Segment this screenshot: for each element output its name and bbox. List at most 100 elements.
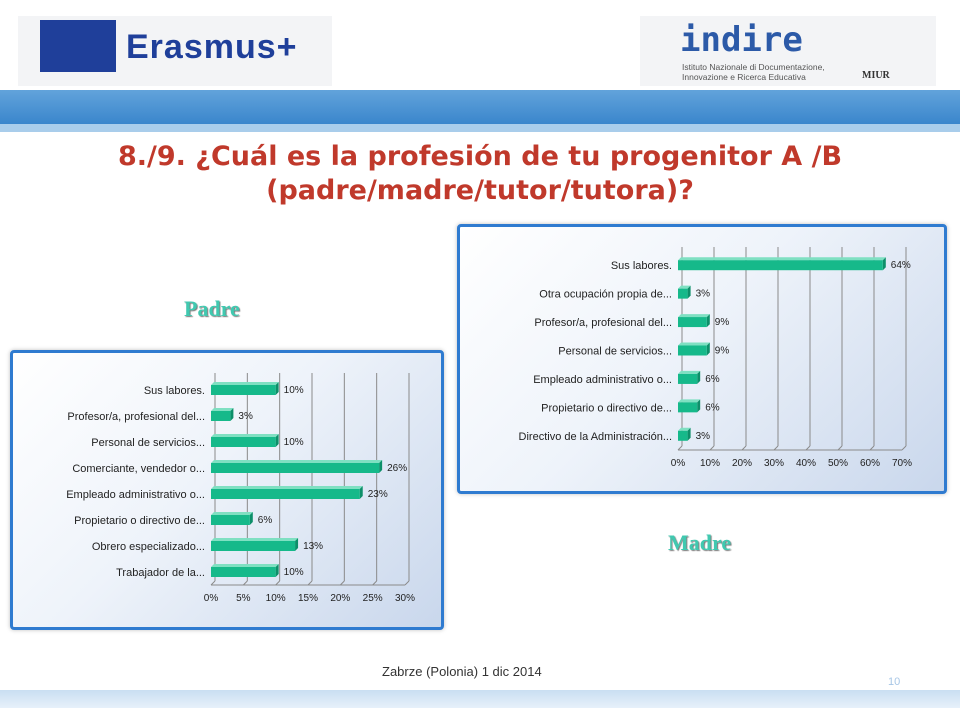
madre-category-label: Sus labores. [611,260,672,272]
madre-category-label: Otra ocupación propia de... [539,289,672,301]
padre-tick-label: 20% [330,593,350,604]
padre-bar [211,541,296,551]
erasmus-text: Erasmus+ [126,28,298,66]
madre-bar [678,430,688,441]
madre-bar [678,345,707,356]
padre-bar-side [359,486,363,499]
padre-bar-side [295,538,299,551]
padre-category-label: Personal de servicios... [91,437,205,449]
madre-bar [678,317,707,328]
madre-tick-label: 0% [671,458,686,469]
header-strip [0,124,960,132]
padre-category-label: Profesor/a, profesional del... [67,411,205,423]
madre-bar-side [706,314,710,328]
padre-chart: 0% 5% 10% 15% 20% 25% 30% Sus labores. 10% Profes… [10,350,444,630]
padre-bar-side [275,564,279,577]
madre-chart: 0% 10% 20% 30% 40% 50% 60% 70% Sus labores. 64% Ot… [457,224,947,494]
padre-bar-side [230,408,234,421]
padre-label: Padre [184,296,240,321]
padre-tick-label: 30% [395,593,415,604]
padre-grid-floor [210,580,216,586]
miur-text: MIUR [862,70,890,81]
padre-category-label: Empleado administrativo o... [66,489,205,501]
padre-bar-top [211,434,279,437]
indire-subtitle: Istituto Nazionale di Documentazione, In… [682,62,825,82]
madre-data-label: 6% [705,374,720,385]
madre-bar-top [678,342,710,346]
madre-tick-label: 20% [732,458,752,469]
slide-title: 8./9. ¿Cuál es la profesión de tu progen… [60,140,900,208]
madre-tick-label: 50% [828,458,848,469]
erasmus-logo: Erasmus+ [18,16,332,86]
madre-grid-floor [709,445,715,451]
padre-category-label: Comerciante, vendedor o... [72,463,205,475]
madre-bar-top [678,257,886,261]
madre-grid-floor [805,445,811,451]
padre-data-label: 10% [284,385,304,396]
madre-bar-side [697,399,701,413]
padre-data-label: 23% [368,489,388,500]
header-band [0,90,960,124]
title-line-2: (padre/madre/tutor/tutora)? [266,175,694,206]
madre-tick-label: 30% [764,458,784,469]
madre-category-label: Propietario o directivo de... [541,402,672,414]
padre-bar [211,567,276,577]
padre-data-label: 10% [284,567,304,578]
padre-bar-top [211,512,253,515]
madre-tick-label: 70% [892,458,912,469]
footer-band [0,690,960,708]
padre-bar-top [211,486,363,489]
padre-bar-top [211,382,279,385]
padre-grid-floor [242,580,248,586]
padre-tick-label: 10% [266,593,286,604]
madre-bar-side [697,370,701,384]
padre-grid-floor [307,580,313,586]
madre-tick-label: 60% [860,458,880,469]
padre-grid-floor [275,580,281,586]
madre-grid-floor [677,445,683,451]
padre-category-label: Sus labores. [144,385,205,397]
madre-grid-floor [837,445,843,451]
madre-bar-top [678,427,691,431]
eu-flag-icon [40,20,116,72]
padre-data-label: 6% [258,515,273,526]
madre-data-label: 6% [705,402,720,413]
madre-bar [678,260,883,271]
page-number: 10 [888,676,901,688]
madre-bar-side [687,427,691,441]
padre-bar-top [211,460,383,463]
madre-bar-top [678,285,691,289]
padre-bar [211,515,250,525]
madre-category-label: Directivo de la Administración... [519,431,672,443]
padre-data-label: 26% [387,463,407,474]
madre-data-label: 64% [891,260,911,271]
padre-tick-label: 25% [363,593,383,604]
madre-bar-top [678,399,701,403]
madre-data-label: 3% [696,289,711,300]
padre-chart-svg: 0% 5% 10% 15% 20% 25% 30% Sus labores. 10% Profes… [66,373,415,604]
padre-bar [211,411,231,421]
padre-bar-top [211,538,299,541]
madre-grid-floor [901,445,907,451]
padre-bar-side [275,382,279,395]
padre-bar-side [249,512,253,525]
padre-data-label: 13% [303,541,323,552]
indire-text: indire [680,20,803,60]
madre-label: Madre [668,530,732,555]
padre-bar [211,437,276,447]
padre-data-label: 3% [238,411,253,422]
madre-bar-top [678,370,701,374]
madre-data-label: 3% [696,431,711,442]
madre-bar [678,402,698,413]
padre-bar-side [379,460,383,473]
padre-grid-floor [339,580,345,586]
padre-bar-side [275,434,279,447]
madre-bar-side [706,342,710,356]
madre-grid-floor [741,445,747,451]
madre-category-label: Empleado administrativo o... [533,374,672,386]
indire-logo: indire Istituto Nazionale di Documentazi… [640,16,936,86]
padre-tick-label: 5% [236,593,251,604]
madre-bar-top [678,314,710,318]
madre-data-label: 9% [715,317,730,328]
madre-bar [678,288,688,299]
